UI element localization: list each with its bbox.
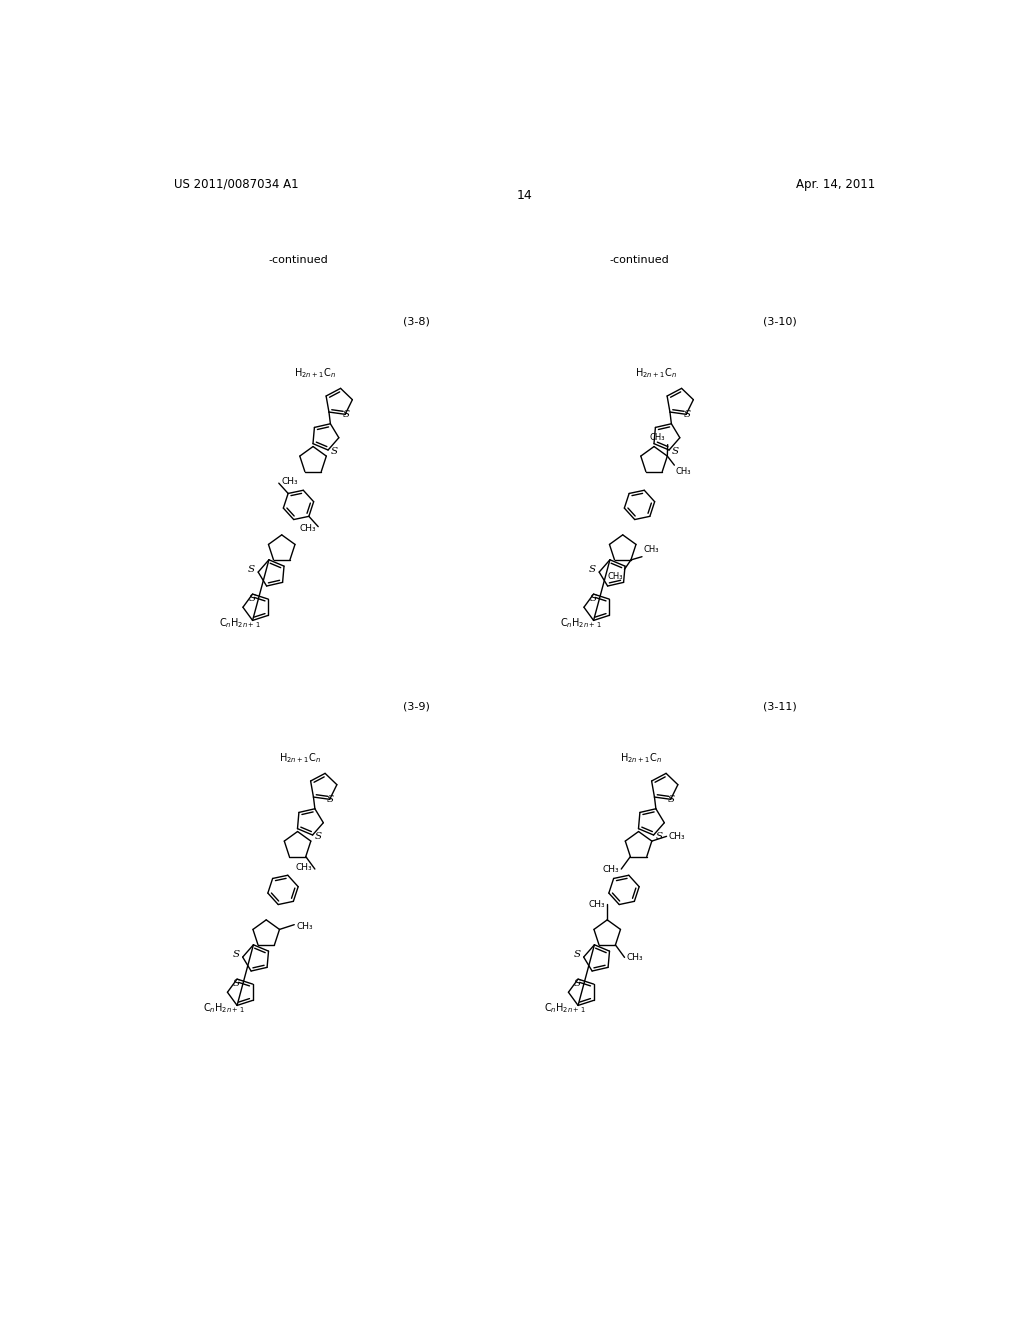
Text: C$_n$H$_{2n+1}$: C$_n$H$_{2n+1}$ <box>203 1001 245 1015</box>
Text: S: S <box>232 950 240 960</box>
Text: -continued: -continued <box>268 255 329 264</box>
Text: CH₃: CH₃ <box>296 863 312 873</box>
Text: CH₃: CH₃ <box>297 921 313 931</box>
Text: US 2011/0087034 A1: US 2011/0087034 A1 <box>174 178 299 190</box>
Text: S: S <box>327 795 334 804</box>
Text: S: S <box>342 411 349 418</box>
Text: CH₃: CH₃ <box>649 433 665 442</box>
Text: C$_n$H$_{2n+1}$: C$_n$H$_{2n+1}$ <box>544 1001 586 1015</box>
Text: Apr. 14, 2011: Apr. 14, 2011 <box>796 178 876 190</box>
Text: S: S <box>331 447 338 457</box>
Text: C$_n$H$_{2n+1}$: C$_n$H$_{2n+1}$ <box>560 615 601 630</box>
Text: CH₃: CH₃ <box>299 524 315 533</box>
Text: S: S <box>232 979 240 989</box>
Text: S: S <box>589 565 596 574</box>
Text: H$_{2n+1}$C$_n$: H$_{2n+1}$C$_n$ <box>279 751 321 766</box>
Text: S: S <box>672 447 679 457</box>
Text: 14: 14 <box>517 189 532 202</box>
Text: (3-9): (3-9) <box>403 701 430 711</box>
Text: CH₃: CH₃ <box>643 545 659 554</box>
Text: C$_n$H$_{2n+1}$: C$_n$H$_{2n+1}$ <box>219 615 260 630</box>
Text: CH₃: CH₃ <box>676 467 691 477</box>
Text: CH₃: CH₃ <box>607 572 623 581</box>
Text: S: S <box>656 833 663 841</box>
Text: S: S <box>589 594 596 603</box>
Text: H$_{2n+1}$C$_n$: H$_{2n+1}$C$_n$ <box>294 367 336 380</box>
Text: S: S <box>248 594 255 603</box>
Text: CH₃: CH₃ <box>602 865 618 874</box>
Text: S: S <box>573 950 581 960</box>
Text: S: S <box>668 795 675 804</box>
Text: S: S <box>683 411 690 418</box>
Text: CH₃: CH₃ <box>669 832 685 841</box>
Text: S: S <box>248 565 255 574</box>
Text: (3-10): (3-10) <box>764 317 798 326</box>
Text: -continued: -continued <box>609 255 670 264</box>
Text: (3-11): (3-11) <box>764 701 798 711</box>
Text: H$_{2n+1}$C$_n$: H$_{2n+1}$C$_n$ <box>620 751 662 766</box>
Text: S: S <box>573 979 581 989</box>
Text: S: S <box>315 833 322 841</box>
Text: CH₃: CH₃ <box>282 477 298 486</box>
Text: CH₃: CH₃ <box>588 900 605 909</box>
Text: (3-8): (3-8) <box>403 317 430 326</box>
Text: CH₃: CH₃ <box>627 953 643 962</box>
Text: H$_{2n+1}$C$_n$: H$_{2n+1}$C$_n$ <box>635 367 677 380</box>
